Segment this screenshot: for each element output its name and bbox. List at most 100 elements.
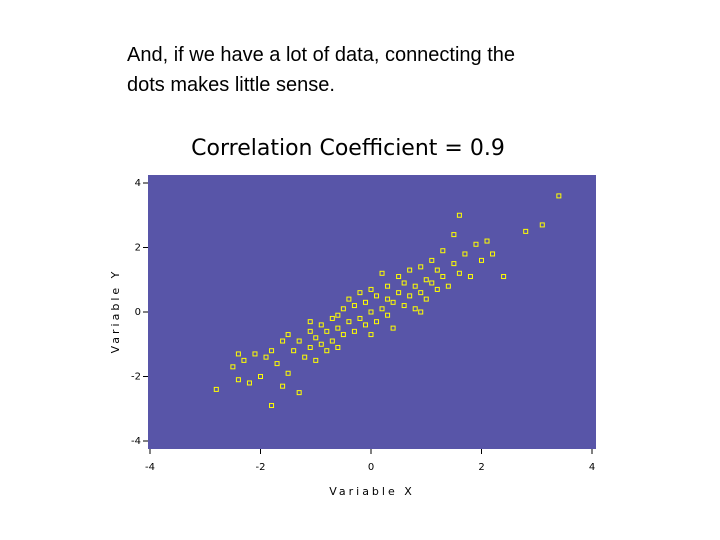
scatter-point: [473, 241, 479, 247]
scatter-point: [280, 383, 286, 389]
scatter-point: [291, 348, 297, 354]
scatter-point: [324, 348, 330, 354]
scatter-point: [456, 212, 462, 218]
scatter-point: [368, 286, 374, 292]
scatter-point: [429, 280, 435, 286]
scatter-point: [407, 293, 413, 299]
chart-title: Correlation Coefficient = 0.9: [191, 136, 505, 161]
scatter-point: [390, 299, 396, 305]
scatter-point: [407, 267, 413, 273]
scatter-point: [539, 222, 545, 228]
scatter-point: [313, 335, 319, 341]
scatter-point: [357, 315, 363, 321]
scatter-point: [296, 338, 302, 344]
scatter-point: [390, 325, 396, 331]
scatter-point: [368, 332, 374, 338]
scatter-point: [467, 274, 473, 280]
scatter-point: [313, 357, 319, 363]
scatter-point: [318, 322, 324, 328]
scatter-point: [269, 403, 275, 409]
slide-text: And, if we have a lot of data, connectin…: [127, 40, 687, 100]
scatter-point: [423, 296, 429, 302]
scatter-point: [269, 348, 275, 354]
scatter-point: [374, 293, 380, 299]
y-axis-label: Variable Y: [109, 269, 122, 354]
scatter-point: [445, 283, 451, 289]
scatter-point: [379, 270, 385, 276]
scatter-point: [523, 228, 529, 234]
scatter-point: [357, 290, 363, 296]
x-axis-label: Variable X: [329, 485, 415, 498]
scatter-point: [302, 354, 308, 360]
scatter-point: [379, 306, 385, 312]
scatter-point: [368, 309, 374, 315]
plot-background: [148, 175, 596, 449]
scatter-point: [351, 303, 357, 309]
scatter-point: [307, 319, 313, 325]
scatter-point: [213, 386, 219, 392]
scatter-point: [230, 364, 236, 370]
scatter-point: [318, 341, 324, 347]
scatter-point: [235, 351, 241, 357]
scatter-point: [429, 257, 435, 263]
scatter-point: [340, 306, 346, 312]
scatter-point: [324, 328, 330, 334]
scatter-point: [451, 261, 457, 267]
scatter-point: [385, 312, 391, 318]
y-tick-label: 0: [135, 307, 141, 318]
scatter-point: [351, 328, 357, 334]
x-tick-label: 0: [368, 462, 374, 473]
scatter-point: [418, 290, 424, 296]
scatter-point: [235, 377, 241, 383]
scatter-point: [462, 251, 468, 257]
x-tick-label: -2: [256, 462, 266, 473]
scatter-point: [501, 274, 507, 280]
scatter-point: [307, 328, 313, 334]
scatter-point: [362, 299, 368, 305]
scatter-point: [252, 351, 258, 357]
scatter-point: [423, 277, 429, 283]
scatter-point: [479, 257, 484, 263]
scatter-point: [307, 344, 313, 350]
text-line: dots makes little sense.: [127, 74, 335, 96]
y-tick-label: 4: [135, 178, 141, 189]
scatter-point: [263, 354, 269, 360]
scatter-point: [241, 357, 247, 363]
scatter-point: [456, 270, 462, 276]
scatter-point: [412, 306, 418, 312]
y-tick-label: -4: [131, 436, 141, 447]
scatter-point: [418, 309, 424, 315]
scatter-point: [440, 274, 446, 280]
scatter-point: [556, 193, 562, 199]
scatter-point: [296, 390, 302, 396]
x-tick-label: 4: [589, 462, 595, 473]
x-tick-label: 2: [478, 462, 484, 473]
scatter-point: [401, 303, 407, 309]
scatter-point: [451, 232, 457, 238]
scatter-point: [490, 251, 496, 257]
scatter-point: [335, 344, 341, 350]
scatter-point: [246, 380, 252, 386]
scatter-point: [346, 296, 352, 302]
scatter-point: [340, 332, 346, 338]
scatter-point: [329, 338, 335, 344]
scatter-point: [274, 361, 280, 367]
scatter-point: [412, 283, 418, 289]
y-tick-label: 2: [135, 243, 141, 254]
scatter-point: [385, 296, 391, 302]
text-line: And, if we have a lot of data, connectin…: [127, 44, 516, 66]
scatter-point: [434, 267, 440, 273]
scatter-point: [440, 248, 446, 254]
y-tick-label: -2: [131, 372, 141, 383]
scatter-point: [285, 332, 291, 338]
scatter-point: [401, 280, 407, 286]
scatter-point: [346, 319, 352, 325]
scatter-point: [434, 286, 440, 292]
scatter-point: [329, 315, 335, 321]
scatter-point: [258, 374, 263, 379]
scatter-point: [280, 338, 286, 344]
scatter-point: [374, 319, 380, 325]
scatter-point: [396, 290, 402, 296]
